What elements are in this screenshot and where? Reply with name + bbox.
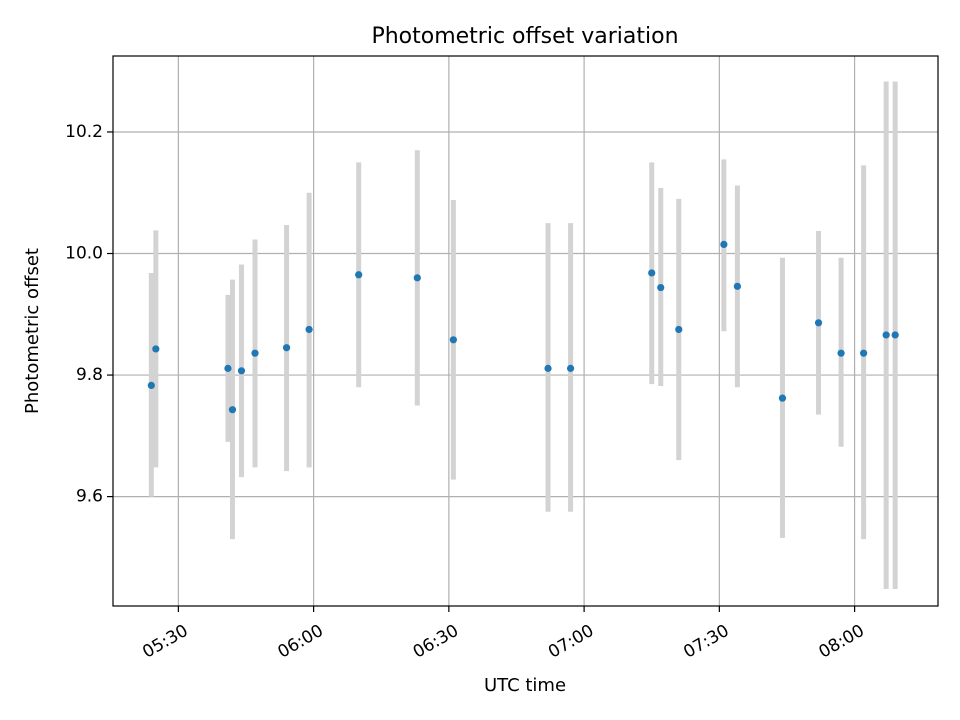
data-point	[413, 274, 421, 282]
data-point	[282, 344, 291, 352]
y-axis-label: Photometric offset	[22, 248, 43, 414]
data-point	[355, 271, 363, 279]
data-point	[237, 367, 246, 375]
data-point	[882, 331, 890, 339]
data-point	[147, 381, 155, 389]
point-layer	[147, 240, 899, 414]
y-tick-label: 9.8	[76, 365, 103, 385]
y-axis-ticks: 9.6 9.8 10.0 10.2	[65, 122, 113, 507]
data-point	[733, 282, 741, 290]
data-point	[814, 319, 823, 327]
data-point	[449, 336, 457, 344]
y-tick-label: 10.0	[65, 244, 103, 264]
data-point	[657, 283, 665, 292]
data-point	[837, 349, 845, 357]
data-point	[224, 364, 232, 372]
data-point	[544, 364, 552, 372]
data-point	[566, 364, 575, 372]
y-tick-label: 10.2	[65, 122, 103, 142]
plot-frame	[112, 55, 939, 607]
data-point	[251, 349, 259, 357]
data-point	[720, 240, 728, 248]
data-point	[228, 406, 237, 414]
chart-title: Photometric offset variation	[371, 24, 678, 49]
data-point	[305, 325, 313, 334]
x-axis-label: UTC time	[484, 675, 566, 696]
data-point	[778, 394, 787, 402]
data-point	[891, 331, 899, 339]
data-point	[860, 349, 868, 357]
data-point	[152, 345, 160, 353]
grid-layer	[113, 56, 938, 606]
y-tick-label: 9.6	[76, 487, 103, 507]
data-point	[675, 325, 683, 334]
data-point	[648, 269, 656, 277]
